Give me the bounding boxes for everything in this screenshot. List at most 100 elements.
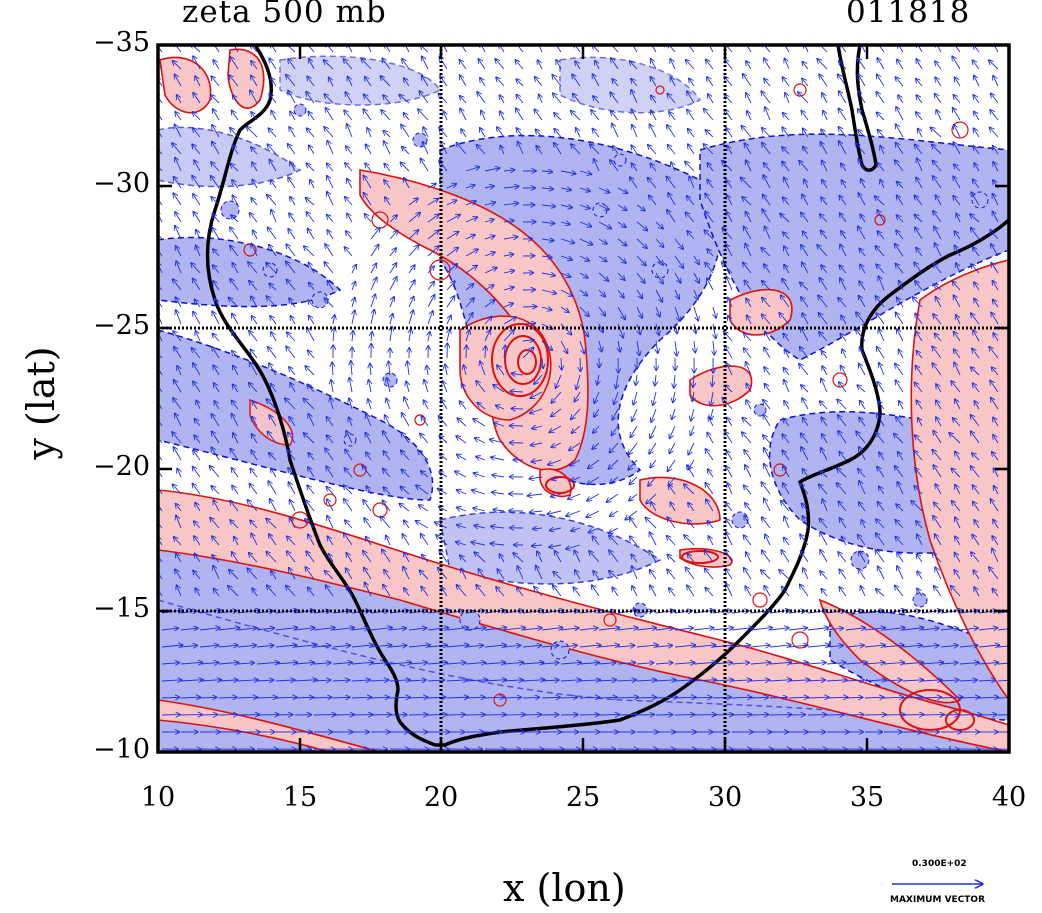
wind-vector-arrow [560, 222, 570, 224]
wind-vector-arrow [611, 58, 619, 70]
wind-vector-arrow [992, 194, 999, 206]
wind-vector-arrow [915, 195, 923, 206]
wind-vector-arrow [877, 163, 885, 172]
wind-vector-arrow [541, 307, 552, 310]
wind-vector-arrow [838, 74, 847, 87]
wind-vector-arrow [801, 212, 809, 223]
wind-vector-arrow [936, 195, 942, 206]
x-tick-label: 30 [707, 782, 743, 813]
wind-vector-arrow [915, 281, 923, 291]
wind-vector-arrow [693, 306, 698, 321]
wind-vector-arrow [538, 60, 543, 70]
wind-vector-arrow [427, 282, 434, 291]
wind-vector-arrow [763, 195, 771, 206]
wind-vector-arrow [484, 219, 494, 222]
wind-vector-arrow [193, 56, 201, 70]
wind-vector-arrow [266, 296, 277, 308]
wind-vector-arrow [427, 295, 435, 308]
wind-vector-arrow [591, 110, 600, 121]
wind-vector-arrow [610, 160, 619, 172]
wind-vector-arrow [541, 256, 552, 258]
wind-vector-arrow [484, 202, 495, 205]
wind-vector-arrow [743, 263, 752, 274]
wind-vector-arrow [176, 261, 182, 274]
wind-vector-arrow [953, 196, 961, 206]
wind-vector-arrow [446, 264, 457, 274]
wind-vector-arrow [309, 263, 315, 274]
wind-vector-arrow [346, 231, 353, 240]
wind-vector-arrow [484, 236, 495, 239]
wind-vector-arrow [418, 109, 429, 121]
reference-vector-value: 0.300E+02 [912, 859, 967, 869]
wind-vector-arrow [896, 107, 904, 121]
wind-vector-arrow [289, 213, 296, 223]
wind-vector-arrow [803, 128, 809, 138]
wind-vector-arrow [726, 244, 733, 257]
wind-vector-arrow [954, 164, 961, 172]
wind-vector-arrow [402, 59, 410, 70]
wind-vector-arrow [446, 184, 456, 189]
wind-vector-arrow [650, 77, 657, 87]
wind-vector-arrow [503, 186, 519, 188]
wind-vector-arrow [253, 230, 258, 240]
wind-vector-arrow [193, 194, 201, 206]
wind-vector-arrow [935, 45, 942, 53]
wind-vector-arrow [631, 145, 638, 155]
wind-vector-arrow [631, 90, 638, 104]
wind-vector-arrow [955, 246, 961, 257]
wind-vector-arrow [764, 264, 771, 274]
wind-vector-arrow [877, 231, 885, 240]
wind-vector-arrow [761, 248, 771, 257]
wind-vector-arrow [325, 108, 334, 121]
wind-vector-arrow [500, 146, 504, 155]
wind-vector-arrow [954, 125, 961, 138]
wind-vector-arrow [456, 143, 467, 155]
wind-vector-arrow [307, 76, 315, 87]
x-tick-label: 20 [423, 782, 459, 813]
wind-vector-arrow [705, 211, 714, 223]
wind-vector-arrow [761, 91, 771, 104]
wind-vector-arrow [554, 129, 562, 138]
wind-vector-arrow [536, 129, 543, 138]
wind-vector-arrow [784, 58, 790, 70]
wind-vector-arrow [648, 145, 657, 155]
wind-vector-arrow [384, 164, 391, 172]
wind-vector-arrow [271, 111, 277, 121]
wind-vector-arrow [655, 255, 663, 265]
wind-vector-arrow [974, 76, 980, 87]
x-axis-label: x (lon) [503, 866, 626, 910]
wind-vector-arrow [838, 127, 847, 138]
wind-vector-arrow [495, 59, 505, 70]
wind-vector-arrow [705, 130, 714, 138]
wind-vector-arrow [932, 144, 942, 155]
wind-vector-arrow [841, 163, 847, 172]
wind-vector-arrow [952, 281, 961, 291]
wind-vector-arrow [552, 75, 562, 87]
wind-vector-arrow [804, 179, 809, 189]
wind-vector-arrow [408, 230, 418, 240]
wind-vector-arrow [518, 142, 524, 155]
x-tick-label: 10 [140, 782, 176, 813]
wind-vector-arrow [541, 222, 554, 224]
wind-vector-arrow [839, 196, 847, 206]
wind-vector-arrow [655, 306, 660, 316]
wind-vector-arrow [802, 262, 809, 274]
wind-vector-arrow [347, 77, 353, 87]
wind-vector-arrow [956, 214, 960, 223]
wind-vector-arrow [408, 198, 418, 206]
wind-vector-arrow [556, 60, 562, 70]
wind-vector-arrow [251, 112, 258, 121]
wind-vector-arrow [801, 111, 809, 121]
y-tick-label: −35 [93, 27, 150, 58]
y-tick-label: −20 [93, 451, 150, 482]
wind-vector-arrow [579, 289, 587, 296]
wind-vector-arrow [327, 141, 334, 155]
wind-vector-arrow [693, 272, 699, 283]
wind-vector-arrow [554, 143, 562, 155]
wind-vector-arrow [213, 249, 220, 257]
wind-vector-arrow [933, 211, 942, 223]
wind-vector-arrow [858, 130, 866, 138]
wind-vector-arrow [571, 111, 581, 121]
wind-vector-arrow [484, 300, 495, 308]
